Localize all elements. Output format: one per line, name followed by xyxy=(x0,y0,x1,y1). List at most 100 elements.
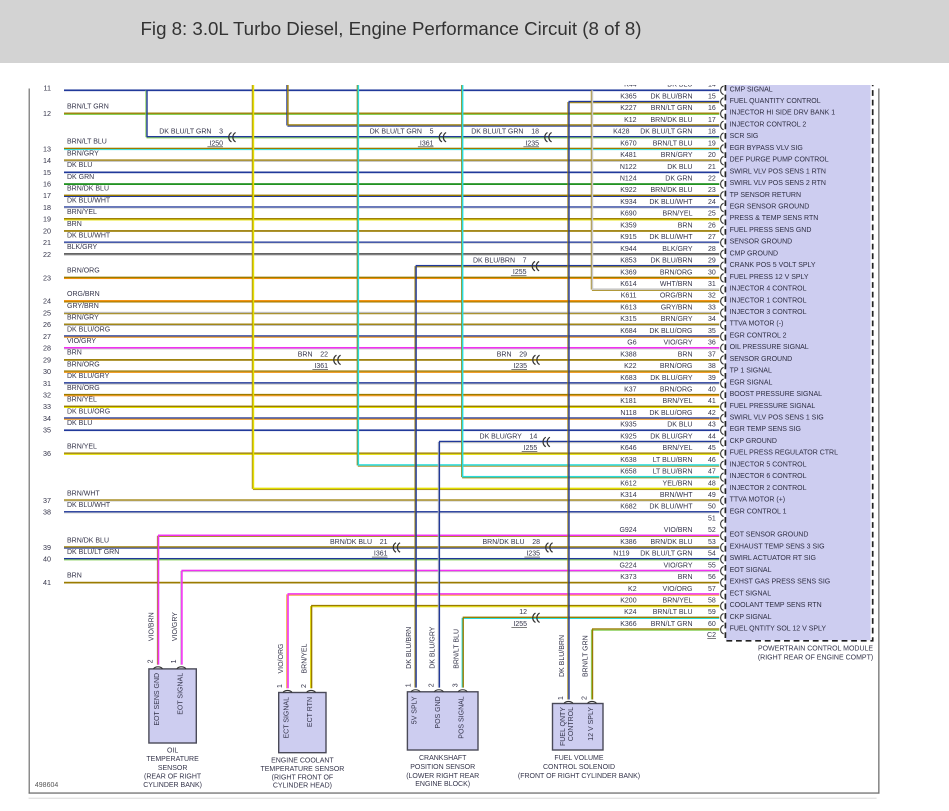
svg-text:31: 31 xyxy=(43,379,51,388)
svg-text:K934: K934 xyxy=(620,199,636,206)
svg-text:ORG/BRN: ORG/BRN xyxy=(67,291,100,298)
svg-text:(RIGHT REAR OF ENGINE COMPT): (RIGHT REAR OF ENGINE COMPT) xyxy=(758,654,873,661)
svg-text:38: 38 xyxy=(708,363,716,370)
svg-text:12: 12 xyxy=(519,609,527,616)
svg-text:2: 2 xyxy=(148,659,155,663)
svg-text:BRN/DK BLU: BRN/DK BLU xyxy=(482,539,524,546)
svg-text:21: 21 xyxy=(708,164,716,171)
svg-text:BRN/LT BLU: BRN/LT BLU xyxy=(653,609,693,616)
svg-text:BRN/GRY: BRN/GRY xyxy=(67,150,99,157)
svg-text:DK GRN: DK GRN xyxy=(665,175,692,182)
svg-text:K935: K935 xyxy=(620,422,636,429)
svg-text:K369: K369 xyxy=(620,269,636,276)
svg-text:VIO/ORG: VIO/ORG xyxy=(278,644,285,674)
svg-text:CONTROL SOLENOID: CONTROL SOLENOID xyxy=(543,764,615,771)
svg-text:POSITION SENSOR: POSITION SENSOR xyxy=(410,764,475,771)
svg-text:47: 47 xyxy=(708,469,716,476)
svg-text:54: 54 xyxy=(708,551,716,558)
svg-text:I235: I235 xyxy=(525,140,539,147)
svg-text:INJECTOR 2 CONTROL: INJECTOR 2 CONTROL xyxy=(730,485,807,492)
svg-text:53: 53 xyxy=(708,539,716,546)
svg-text:BRN/YEL: BRN/YEL xyxy=(663,398,693,405)
svg-text:INJECTOR 3 CONTROL: INJECTOR 3 CONTROL xyxy=(730,309,807,316)
svg-text:INJECTOR 6 CONTROL: INJECTOR 6 CONTROL xyxy=(730,473,807,480)
svg-text:POWERTRAIN CONTROL MODULE: POWERTRAIN CONTROL MODULE xyxy=(758,646,873,653)
svg-text:I255: I255 xyxy=(524,445,538,452)
svg-text:SCR SIG: SCR SIG xyxy=(730,133,759,140)
svg-text:DK BLU/GRY: DK BLU/GRY xyxy=(650,433,693,440)
svg-text:60: 60 xyxy=(708,621,716,628)
svg-text:EOT SIGNAL: EOT SIGNAL xyxy=(177,673,184,715)
svg-text:DK BLU/GRY: DK BLU/GRY xyxy=(480,433,523,440)
svg-text:LT BLU/BRN: LT BLU/BRN xyxy=(653,469,693,476)
svg-text:INJECTOR CONTROL 2: INJECTOR CONTROL 2 xyxy=(730,121,807,128)
svg-text:K44: K44 xyxy=(624,82,637,89)
svg-text:DK BLU: DK BLU xyxy=(67,162,92,169)
svg-text:DK BLU/BRN: DK BLU/BRN xyxy=(473,258,515,265)
svg-text:44: 44 xyxy=(708,433,716,440)
svg-text:DK BLU/BRN: DK BLU/BRN xyxy=(650,93,692,100)
svg-text:Fig 8: 3.0L Turbo Diesel, Engi: Fig 8: 3.0L Turbo Diesel, Engine Perform… xyxy=(141,18,642,39)
svg-text:EGR CONTROL 2: EGR CONTROL 2 xyxy=(730,332,787,339)
svg-text:FUEL PRESS REGULATOR CTRL: FUEL PRESS REGULATOR CTRL xyxy=(730,450,839,457)
svg-text:32: 32 xyxy=(43,390,51,399)
svg-text:32: 32 xyxy=(708,293,716,300)
svg-text:19: 19 xyxy=(43,215,51,224)
svg-text:SENSOR GROUND: SENSOR GROUND xyxy=(730,239,793,246)
svg-text:VIO/GRY: VIO/GRY xyxy=(663,562,692,569)
svg-text:DK BLU: DK BLU xyxy=(667,82,692,89)
svg-text:YEL/BRN: YEL/BRN xyxy=(663,480,693,487)
svg-text:BRN: BRN xyxy=(67,350,82,357)
svg-text:ECT SIGNAL: ECT SIGNAL xyxy=(730,590,772,597)
svg-text:35: 35 xyxy=(708,328,716,335)
svg-text:22: 22 xyxy=(708,175,716,182)
svg-text:33: 33 xyxy=(708,304,716,311)
svg-text:20: 20 xyxy=(43,226,51,235)
svg-text:1: 1 xyxy=(171,659,178,663)
svg-text:21: 21 xyxy=(380,539,388,546)
svg-text:K227: K227 xyxy=(620,105,636,112)
svg-text:BRN/DK BLU: BRN/DK BLU xyxy=(330,539,372,546)
svg-text:VIO/GRY: VIO/GRY xyxy=(67,338,96,345)
svg-text:29: 29 xyxy=(519,351,527,358)
svg-text:41: 41 xyxy=(708,398,716,405)
svg-text:28: 28 xyxy=(708,246,716,253)
svg-text:28: 28 xyxy=(532,539,540,546)
svg-text:17: 17 xyxy=(708,117,716,124)
svg-text:14: 14 xyxy=(43,156,51,165)
svg-text:5V SPLY: 5V SPLY xyxy=(412,696,419,724)
svg-text:BRN/DK BLU: BRN/DK BLU xyxy=(650,117,692,124)
svg-text:SWIRL VLV POS SENS 2 RTN: SWIRL VLV POS SENS 2 RTN xyxy=(730,180,826,187)
svg-text:51: 51 xyxy=(708,515,716,522)
svg-text:LT BLU/BRN: LT BLU/BRN xyxy=(653,457,693,464)
svg-text:45: 45 xyxy=(708,445,716,452)
svg-text:55: 55 xyxy=(708,562,716,569)
svg-text:1: 1 xyxy=(558,696,565,700)
svg-text:BRN/YEL: BRN/YEL xyxy=(663,211,693,218)
svg-text:11: 11 xyxy=(44,84,51,93)
svg-text:DK BLU/LT GRN: DK BLU/LT GRN xyxy=(640,551,692,558)
svg-text:BRN: BRN xyxy=(67,572,82,579)
svg-text:43: 43 xyxy=(708,422,716,429)
svg-text:INJECTOR 1 CONTROL: INJECTOR 1 CONTROL xyxy=(730,297,807,304)
svg-text:ORG/BRN: ORG/BRN xyxy=(660,293,693,300)
svg-text:BRN/LT BLU: BRN/LT BLU xyxy=(653,140,693,147)
svg-text:BRN/LT GRN: BRN/LT GRN xyxy=(583,635,590,677)
svg-text:12 V SPLY: 12 V SPLY xyxy=(588,707,595,741)
svg-text:CRANK POS 5 VOLT SPLY: CRANK POS 5 VOLT SPLY xyxy=(730,262,816,269)
svg-text:K611: K611 xyxy=(621,293,637,300)
svg-text:K684: K684 xyxy=(620,328,636,335)
svg-text:BRN/ORG: BRN/ORG xyxy=(660,269,693,276)
svg-text:59: 59 xyxy=(708,609,716,616)
svg-text:BRN/ORG: BRN/ORG xyxy=(67,385,100,392)
svg-text:1: 1 xyxy=(277,684,284,688)
svg-text:I361: I361 xyxy=(314,363,328,370)
svg-text:SENSOR GROUND: SENSOR GROUND xyxy=(730,356,793,363)
svg-text:K22: K22 xyxy=(624,363,637,370)
svg-text:(LOWER RIGHT REAR: (LOWER RIGHT REAR xyxy=(406,773,479,780)
svg-text:EGR TEMP SENS SIG: EGR TEMP SENS SIG xyxy=(730,426,801,433)
svg-text:23: 23 xyxy=(43,273,51,282)
svg-text:K915: K915 xyxy=(620,234,636,241)
svg-text:14: 14 xyxy=(530,433,538,440)
svg-text:SWIRL VLV POS SENS 1 RTN: SWIRL VLV POS SENS 1 RTN xyxy=(730,168,826,175)
